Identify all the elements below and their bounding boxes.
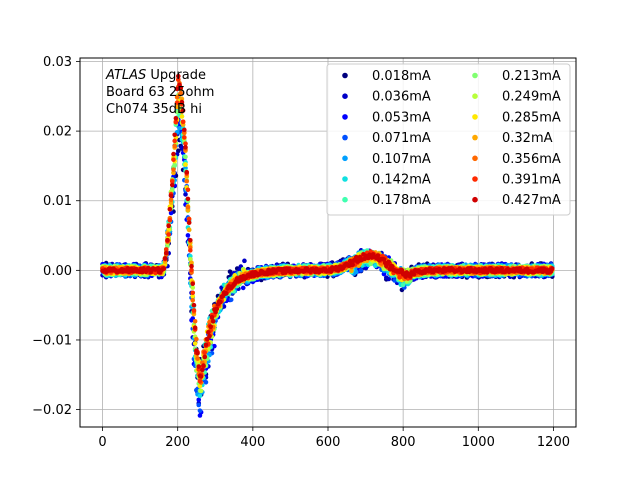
data-point (207, 334, 212, 339)
data-point (401, 283, 406, 288)
data-point (186, 233, 191, 238)
data-point (171, 157, 176, 162)
data-point (229, 297, 234, 302)
data-point (198, 394, 203, 399)
data-point (186, 197, 191, 202)
data-point (184, 170, 189, 175)
data-point (183, 145, 188, 150)
data-point (189, 264, 194, 269)
data-point (168, 207, 173, 212)
data-point (182, 128, 187, 133)
data-point (182, 135, 187, 140)
data-point (210, 315, 215, 320)
data-point (211, 319, 216, 324)
data-point (204, 342, 209, 347)
data-point (184, 179, 189, 184)
data-point (196, 403, 201, 408)
data-point (190, 281, 195, 286)
data-point (165, 238, 170, 243)
data-point (188, 238, 193, 243)
data-point (166, 232, 171, 237)
data-point (172, 132, 177, 137)
data-point (195, 351, 200, 356)
data-point (199, 374, 204, 379)
data-point (187, 220, 192, 225)
data-point (186, 187, 191, 192)
data-point (187, 228, 192, 233)
data-point (198, 408, 203, 413)
data-point (170, 183, 175, 188)
data-point (172, 144, 177, 149)
data-point (190, 298, 195, 303)
data-point (168, 218, 173, 223)
data-point (198, 379, 203, 384)
data-point (193, 319, 198, 324)
data-point (183, 155, 188, 160)
data-point (194, 337, 199, 342)
data-point (242, 259, 247, 264)
data-point (196, 364, 201, 369)
data-point (181, 120, 186, 125)
data-point (169, 197, 174, 202)
data-point (190, 285, 195, 290)
data-point (192, 308, 197, 313)
data-point (202, 355, 207, 360)
data-point (183, 162, 188, 167)
data-point (171, 167, 176, 172)
data-point (208, 325, 213, 330)
data-point (188, 248, 193, 253)
data-point (171, 152, 176, 157)
data-point (169, 193, 174, 198)
data-point (199, 389, 204, 394)
data-point (359, 268, 364, 273)
data-point (200, 368, 205, 373)
data-point (193, 325, 198, 330)
data-point (241, 286, 246, 291)
data-point (201, 363, 206, 368)
data-point (192, 303, 197, 308)
data-point (193, 341, 198, 346)
data-point (172, 139, 177, 144)
data-point (186, 205, 191, 210)
data-point (166, 224, 171, 229)
data-point (162, 266, 167, 271)
data-point (195, 356, 200, 361)
data-point (202, 350, 207, 355)
data-point (164, 251, 169, 256)
data-point (163, 256, 168, 261)
data-point (190, 291, 195, 296)
